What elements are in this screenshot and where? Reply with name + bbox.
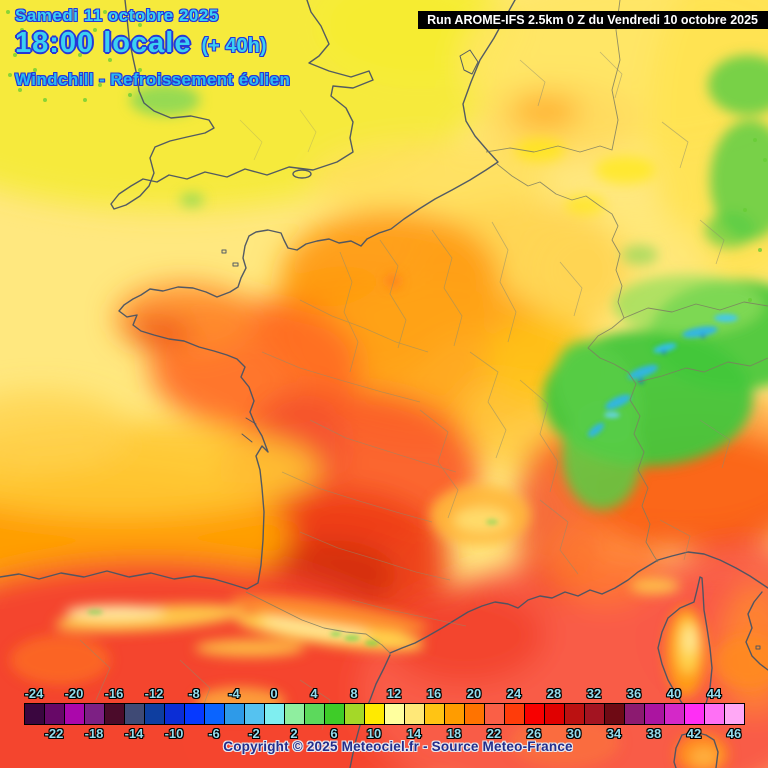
legend-label-top: -12 xyxy=(144,686,164,701)
legend-label-bottom: -6 xyxy=(208,726,220,741)
legend-cell xyxy=(284,703,305,725)
legend-label-bottom: 2 xyxy=(290,726,298,741)
color-scale: -24 -20 -16 -12 -8 -4 0 4 8 12 16 20 24 28 32 36 40 44 -22… xyxy=(24,686,746,743)
legend-cell xyxy=(324,703,345,725)
legend-label-top: 40 xyxy=(666,686,682,701)
legend-cell xyxy=(64,703,85,725)
legend-label-top: 32 xyxy=(586,686,602,701)
legend-label-top: 0 xyxy=(270,686,278,701)
legend-cell xyxy=(624,703,645,725)
legend-label-bottom: 22 xyxy=(486,726,502,741)
legend-label-top: 28 xyxy=(546,686,562,701)
run-info-box: Run AROME-IFS 2.5km 0 Z du Vendredi 10 o… xyxy=(418,11,768,29)
legend-cell xyxy=(304,703,325,725)
legend-cell xyxy=(164,703,185,725)
legend-cell xyxy=(184,703,205,725)
valid-time-row: 18:00 locale (+ 40h) xyxy=(15,27,290,60)
legend-label-top: -4 xyxy=(228,686,240,701)
legend-cell xyxy=(44,703,65,725)
legend-label-top: 44 xyxy=(706,686,722,701)
legend-label-bottom: 30 xyxy=(566,726,582,741)
legend-cell xyxy=(524,703,545,725)
alps-cold-streaks xyxy=(87,314,738,646)
forecast-offset: (+ 40h) xyxy=(201,35,267,57)
legend-cell xyxy=(384,703,405,725)
department-borders xyxy=(79,51,731,731)
legend-cell xyxy=(464,703,485,725)
legend-label-top: 16 xyxy=(426,686,442,701)
legend-cell xyxy=(344,703,365,725)
legend-label-bottom: 42 xyxy=(686,726,702,741)
legend-cell xyxy=(24,703,45,725)
map-header: Samedi 11 octobre 2025 18:00 locale (+ 40… xyxy=(15,6,290,90)
legend-label-bottom: -10 xyxy=(164,726,184,741)
legend-label-bottom: -22 xyxy=(44,726,64,741)
national-borders xyxy=(245,0,768,654)
legend-cell xyxy=(664,703,685,725)
legend-cell xyxy=(84,703,105,725)
legend-label-top: 20 xyxy=(466,686,482,701)
legend-label-bottom: -18 xyxy=(84,726,104,741)
legend-cell xyxy=(484,703,505,725)
legend-cell xyxy=(604,703,625,725)
copyright: Copyright © 2025 Meteociel.fr - Source M… xyxy=(223,739,573,754)
legend-label-bottom: 10 xyxy=(366,726,382,741)
legend-cell xyxy=(224,703,245,725)
detail-blobs xyxy=(10,55,768,768)
legend-label-top: 12 xyxy=(386,686,402,701)
legend-label-bottom: 34 xyxy=(606,726,622,741)
legend-cell xyxy=(684,703,705,725)
legend-cell xyxy=(584,703,605,725)
legend-cell xyxy=(124,703,145,725)
legend-label-top: 36 xyxy=(626,686,642,701)
legend-label-bottom: -2 xyxy=(248,726,260,741)
legend-label-bottom: 18 xyxy=(446,726,462,741)
legend-cell xyxy=(204,703,225,725)
legend-cell xyxy=(544,703,565,725)
green-speckles xyxy=(6,10,767,302)
legend-cell xyxy=(144,703,165,725)
legend-label-bottom: 38 xyxy=(646,726,662,741)
legend-label-top: -24 xyxy=(24,686,44,701)
legend-cell xyxy=(704,703,725,725)
legend-label-top: 8 xyxy=(350,686,358,701)
legend-cell xyxy=(244,703,265,725)
parameter-title: Windchill - Refroissement éolien xyxy=(15,70,291,89)
legend-label-top: -16 xyxy=(104,686,124,701)
legend-cell xyxy=(104,703,125,725)
legend-label-bottom: 6 xyxy=(330,726,338,741)
legend-label-top: -20 xyxy=(64,686,84,701)
valid-time: 18:00 locale xyxy=(15,27,192,59)
legend-label-top: 24 xyxy=(506,686,522,701)
legend-cell xyxy=(724,703,745,725)
legend-label-top: -8 xyxy=(188,686,200,701)
legend-label-bottom: 14 xyxy=(406,726,422,741)
legend-cell xyxy=(364,703,385,725)
legend-cell xyxy=(264,703,285,725)
legend-label-bottom: -14 xyxy=(124,726,144,741)
legend-label-top: 4 xyxy=(310,686,318,701)
legend-cell xyxy=(444,703,465,725)
legend-cell xyxy=(644,703,665,725)
legend-cell xyxy=(564,703,585,725)
legend-label-bottom: 26 xyxy=(526,726,542,741)
legend-cell xyxy=(404,703,425,725)
legend-cell xyxy=(504,703,525,725)
legend-label-bottom: 46 xyxy=(726,726,742,741)
legend-cell xyxy=(424,703,445,725)
valid-date: Samedi 11 octobre 2025 xyxy=(15,6,219,25)
